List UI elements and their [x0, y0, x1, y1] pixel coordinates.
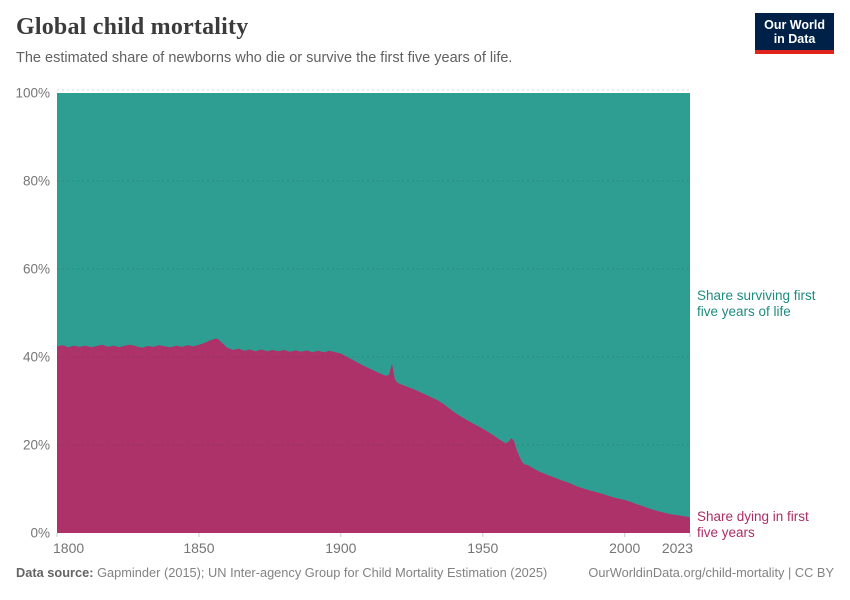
owid-license-link[interactable]: OurWorldinData.org/child-mortality | CC … [588, 565, 834, 580]
x-axis-tick-label: 1900 [325, 540, 356, 556]
series-label-surviving-line1: Share surviving first [697, 288, 816, 303]
x-axis-tick-label: 2023 [662, 540, 693, 556]
y-axis-tick-label: 0% [30, 526, 50, 541]
y-axis-tick-label: 60% [23, 262, 50, 277]
x-axis-tick-label: 1950 [467, 540, 498, 556]
series-label-surviving-line2: five years of life [697, 303, 791, 319]
chart-footer: Data source: Gapminder (2015); UN Inter-… [16, 565, 834, 580]
x-axis-tick-label: 1850 [183, 540, 214, 556]
page-title: Global child mortality [16, 14, 249, 40]
y-axis-tick-label: 80% [23, 174, 50, 189]
y-axis-tick-label: 40% [23, 350, 50, 365]
y-axis-tick-label: 100% [15, 86, 50, 101]
data-source-text: Gapminder (2015); UN Inter-agency Group … [93, 565, 548, 580]
data-source-label: Data source: [16, 565, 94, 580]
data-source-note: Data source: Gapminder (2015); UN Inter-… [16, 565, 547, 580]
owid-logo[interactable]: Our World in Data [755, 13, 834, 54]
series-label-dying-line1: Share dying in first [697, 509, 809, 524]
owid-logo-line1: Our World [764, 18, 825, 32]
chart-subtitle: The estimated share of newborns who die … [16, 50, 513, 66]
series-label-surviving: Share surviving first five years of life [697, 288, 847, 319]
x-axis-tick-label: 1800 [53, 540, 84, 556]
x-axis-tick-label: 2000 [609, 540, 640, 556]
area-dying[interactable] [57, 338, 690, 534]
owid-logo-line2: in Data [773, 32, 816, 46]
series-label-dying-line2: five years [697, 524, 755, 540]
series-label-dying: Share dying in first five years [697, 509, 847, 540]
y-axis-tick-label: 20% [23, 438, 50, 453]
